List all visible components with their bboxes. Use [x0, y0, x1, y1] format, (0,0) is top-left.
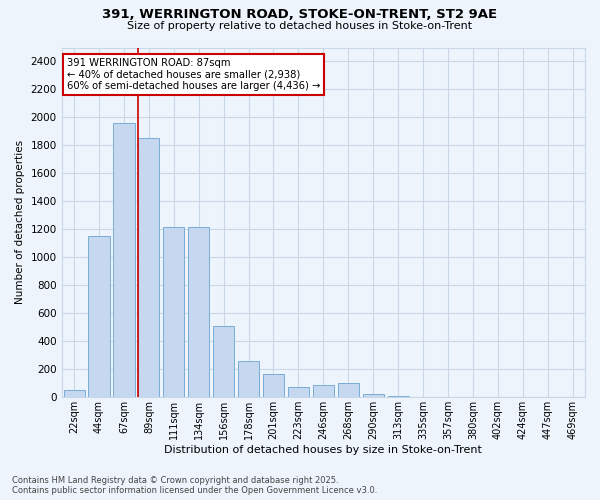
- Text: 391, WERRINGTON ROAD, STOKE-ON-TRENT, ST2 9AE: 391, WERRINGTON ROAD, STOKE-ON-TRENT, ST…: [103, 8, 497, 20]
- Bar: [113, 123, 134, 398]
- Bar: [188, 226, 209, 398]
- Text: 391 WERRINGTON ROAD: 87sqm
← 40% of detached houses are smaller (2,938)
60% of s: 391 WERRINGTON ROAD: 87sqm ← 40% of deta…: [67, 58, 320, 91]
- Bar: [213, 326, 234, 398]
- Bar: [238, 361, 259, 398]
- Bar: [138, 138, 160, 398]
- Bar: [412, 396, 434, 398]
- Y-axis label: Number of detached properties: Number of detached properties: [15, 140, 25, 304]
- Bar: [288, 388, 309, 398]
- Bar: [88, 236, 110, 398]
- Text: Size of property relative to detached houses in Stoke-on-Trent: Size of property relative to detached ho…: [127, 21, 473, 31]
- Bar: [313, 384, 334, 398]
- Bar: [163, 226, 184, 398]
- Text: Contains HM Land Registry data © Crown copyright and database right 2025.
Contai: Contains HM Land Registry data © Crown c…: [12, 476, 377, 495]
- Bar: [263, 374, 284, 398]
- Bar: [338, 384, 359, 398]
- Bar: [362, 394, 384, 398]
- Bar: [388, 396, 409, 398]
- Bar: [64, 390, 85, 398]
- X-axis label: Distribution of detached houses by size in Stoke-on-Trent: Distribution of detached houses by size …: [164, 445, 482, 455]
